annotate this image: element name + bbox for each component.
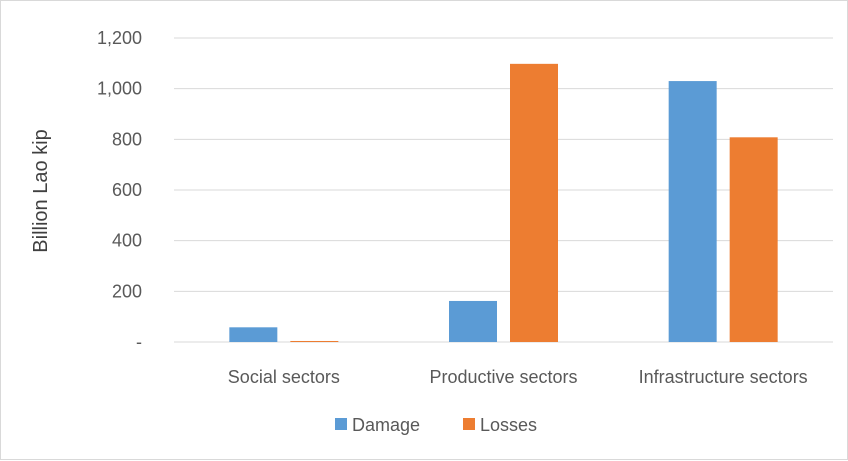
y-tick-label: 800 — [112, 129, 142, 149]
y-tick-label: 200 — [112, 281, 142, 301]
y-axis-title: Billion Lao kip — [30, 129, 52, 252]
legend-label-damage: Damage — [352, 415, 420, 435]
bars — [229, 63, 778, 343]
y-tick-label: 1,000 — [97, 79, 142, 99]
bar-losses-3 — [729, 137, 778, 342]
y-tick-label: 400 — [112, 231, 142, 251]
bar-losses-1 — [290, 340, 339, 342]
legend: Damage Losses — [335, 415, 537, 435]
x-category-label: Infrastructure sectors — [639, 367, 808, 387]
bar-damage-2 — [449, 300, 497, 342]
bar-damage-1 — [229, 327, 278, 342]
x-category-label: Productive sectors — [429, 367, 577, 387]
y-axis-ticks: - 200 400 600 800 1,000 1,200 — [97, 28, 142, 352]
bar-losses-2 — [510, 63, 558, 343]
x-category-label: Social sectors — [228, 367, 340, 387]
bar-damage-3 — [668, 81, 717, 343]
y-tick-label: 600 — [112, 180, 142, 200]
legend-label-losses: Losses — [480, 415, 537, 435]
legend-swatch-damage — [335, 418, 347, 430]
gridlines — [174, 37, 833, 343]
y-tick-label: 1,200 — [97, 28, 142, 48]
y-tick-label: - — [136, 332, 142, 352]
x-axis-categories: Social sectors Productive sectors Infrastr… — [228, 367, 808, 387]
legend-swatch-losses — [463, 418, 475, 430]
